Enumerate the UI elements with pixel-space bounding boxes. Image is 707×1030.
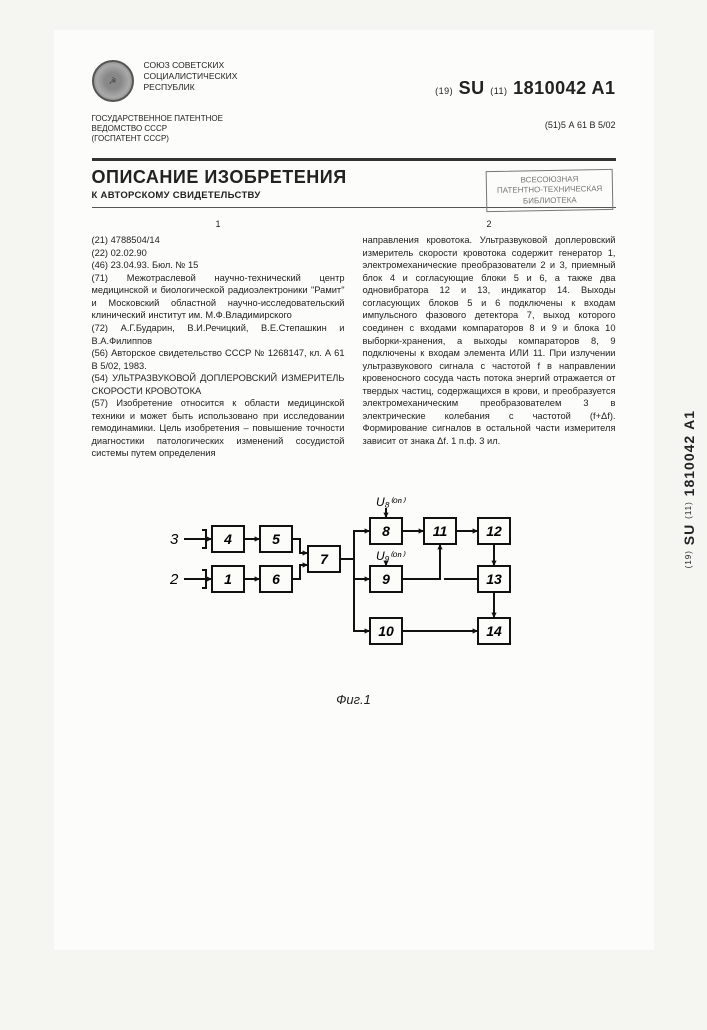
svg-text:U₉⁽ᵒⁿ⁾: U₉⁽ᵒⁿ⁾ bbox=[376, 549, 405, 563]
column-number-1: 1 bbox=[92, 218, 345, 230]
issuer-line-3: РЕСПУБЛИК bbox=[144, 82, 238, 93]
text-columns: 1 (21) 4788504/14 (22) 02.02.90 (46) 23.… bbox=[92, 218, 616, 460]
svg-text:11: 11 bbox=[432, 523, 447, 539]
svg-text:2: 2 bbox=[169, 571, 179, 588]
svg-text:14: 14 bbox=[486, 623, 502, 639]
svg-text:9: 9 bbox=[382, 571, 390, 587]
column-1: 1 (21) 4788504/14 (22) 02.02.90 (46) 23.… bbox=[92, 218, 345, 460]
emblem-glyph: ☭ bbox=[108, 76, 116, 87]
svg-text:5: 5 bbox=[272, 531, 280, 547]
svg-text:U₈⁽ᵒⁿ⁾: U₈⁽ᵒⁿ⁾ bbox=[376, 495, 406, 509]
column-1-text: (21) 4788504/14 (22) 02.02.90 (46) 23.04… bbox=[92, 234, 345, 460]
figure-1: 123456789101112131432U₈⁽ᵒⁿ⁾U₉⁽ᵒⁿ⁾ Фиг.1 bbox=[144, 488, 564, 707]
column-2: 2 направления кровотока. Ультразвуковой … bbox=[363, 218, 616, 460]
column-2-text: направления кровотока. Ультразвуковой до… bbox=[363, 234, 616, 447]
svg-text:1: 1 bbox=[224, 571, 232, 587]
publication-number: (19) SU (11) 1810042 A1 bbox=[435, 78, 615, 99]
side-publication-number: (19) SU (11) 1810042 A1 bbox=[681, 410, 697, 568]
svg-text:6: 6 bbox=[272, 571, 280, 587]
svg-text:10: 10 bbox=[378, 623, 394, 639]
issuer-line-1: СОЮЗ СОВЕТСКИХ bbox=[144, 60, 238, 71]
library-stamp: ВСЕСОЮЗНАЯ ПАТЕНТНО-ТЕХНИЧЕСКАЯ БИБЛИОТЕ… bbox=[486, 169, 614, 212]
svg-text:13: 13 bbox=[486, 571, 502, 587]
svg-text:12: 12 bbox=[486, 523, 502, 539]
svg-text:7: 7 bbox=[320, 551, 329, 567]
issuer-block: СОЮЗ СОВЕТСКИХ СОЦИАЛИСТИЧЕСКИХ РЕСПУБЛИ… bbox=[144, 60, 238, 93]
issuer-line-2: СОЦИАЛИСТИЧЕСКИХ bbox=[144, 71, 238, 82]
ipc-classification: (51)5 А 61 В 5/02 bbox=[545, 120, 616, 130]
svg-text:8: 8 bbox=[382, 523, 390, 539]
agency-block: ГОСУДАРСТВЕННОЕ ПАТЕНТНОЕ ВЕДОМСТВО СССР… bbox=[92, 114, 616, 144]
column-number-2: 2 bbox=[363, 218, 616, 230]
svg-text:3: 3 bbox=[170, 531, 179, 548]
figure-label: Фиг.1 bbox=[144, 692, 564, 707]
state-emblem: ☭ bbox=[92, 60, 134, 102]
divider-thick bbox=[92, 158, 616, 161]
svg-text:4: 4 bbox=[223, 531, 232, 547]
